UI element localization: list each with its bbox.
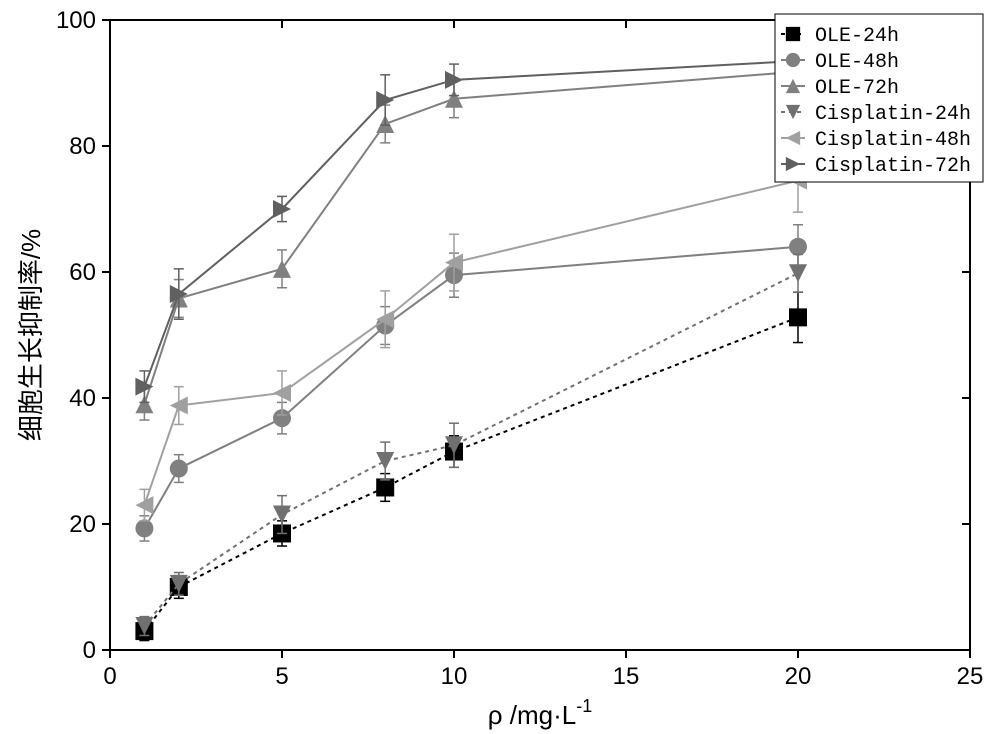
x-tick-label: 15 [613,663,640,690]
marker-square [789,308,807,326]
series-OLE-48h [135,225,807,541]
marker-triangle-down [376,452,394,470]
legend-label: OLE-48h [815,51,899,74]
marker-circle [789,238,807,256]
x-tick-label: 0 [103,663,116,690]
y-axis-title: 细胞生长抑制率/% [16,229,46,441]
y-tick-label: 0 [83,637,96,664]
chart-svg: 0 5 10 15 20 25 0 20 40 60 80 100 ρ /mg·L-1 细胞生长抑制率/%… [0,0,1000,734]
marker-triangle-down [789,264,807,282]
marker-square [786,27,800,41]
series-Cisplatin-24h [135,254,807,635]
legend-label: Cisplatin-48h [815,129,971,152]
x-tick-label: 10 [441,663,468,690]
y-tick-label: 20 [69,511,96,538]
y-tick-label: 60 [69,259,96,286]
legend-label: Cisplatin-72h [815,155,971,178]
marker-circle [170,460,188,478]
chart-container: 0 5 10 15 20 25 0 20 40 60 80 100 ρ /mg·L-1 细胞生长抑制率/%… [0,0,1000,734]
y-tick-label: 40 [69,385,96,412]
series-line [144,317,798,631]
x-tick-label: 5 [275,663,288,690]
marker-triangle-up [273,260,291,278]
series-line [144,72,798,405]
series-line [144,61,798,387]
x-tick-label: 20 [785,663,812,690]
y-tick-label: 80 [69,133,96,160]
legend-label: OLE-24h [815,25,899,48]
marker-square [376,478,394,496]
series-OLE-24h [135,292,807,640]
legend-label: OLE-72h [815,77,899,100]
series-OLE-72h [135,56,807,420]
svg-text:ρ /mg·L-1: ρ /mg·L-1 [488,696,593,730]
series-Cisplatin-72h [135,45,807,402]
marker-circle [786,53,800,67]
x-axis-title: ρ /mg·L-1 [488,696,593,730]
series-Cisplatin-48h [135,149,807,521]
legend: OLE-24h OLE-48h OLE-72h Cisplatin-24h Cispla… [775,14,983,182]
legend-label: Cisplatin-24h [815,103,971,126]
series-line [144,247,798,529]
marker-circle [135,519,153,537]
marker-triangle-down [273,506,291,524]
series-line [144,181,798,505]
series-line [144,273,798,626]
y-tick-label: 100 [56,7,96,34]
x-tick-label: 25 [957,663,984,690]
